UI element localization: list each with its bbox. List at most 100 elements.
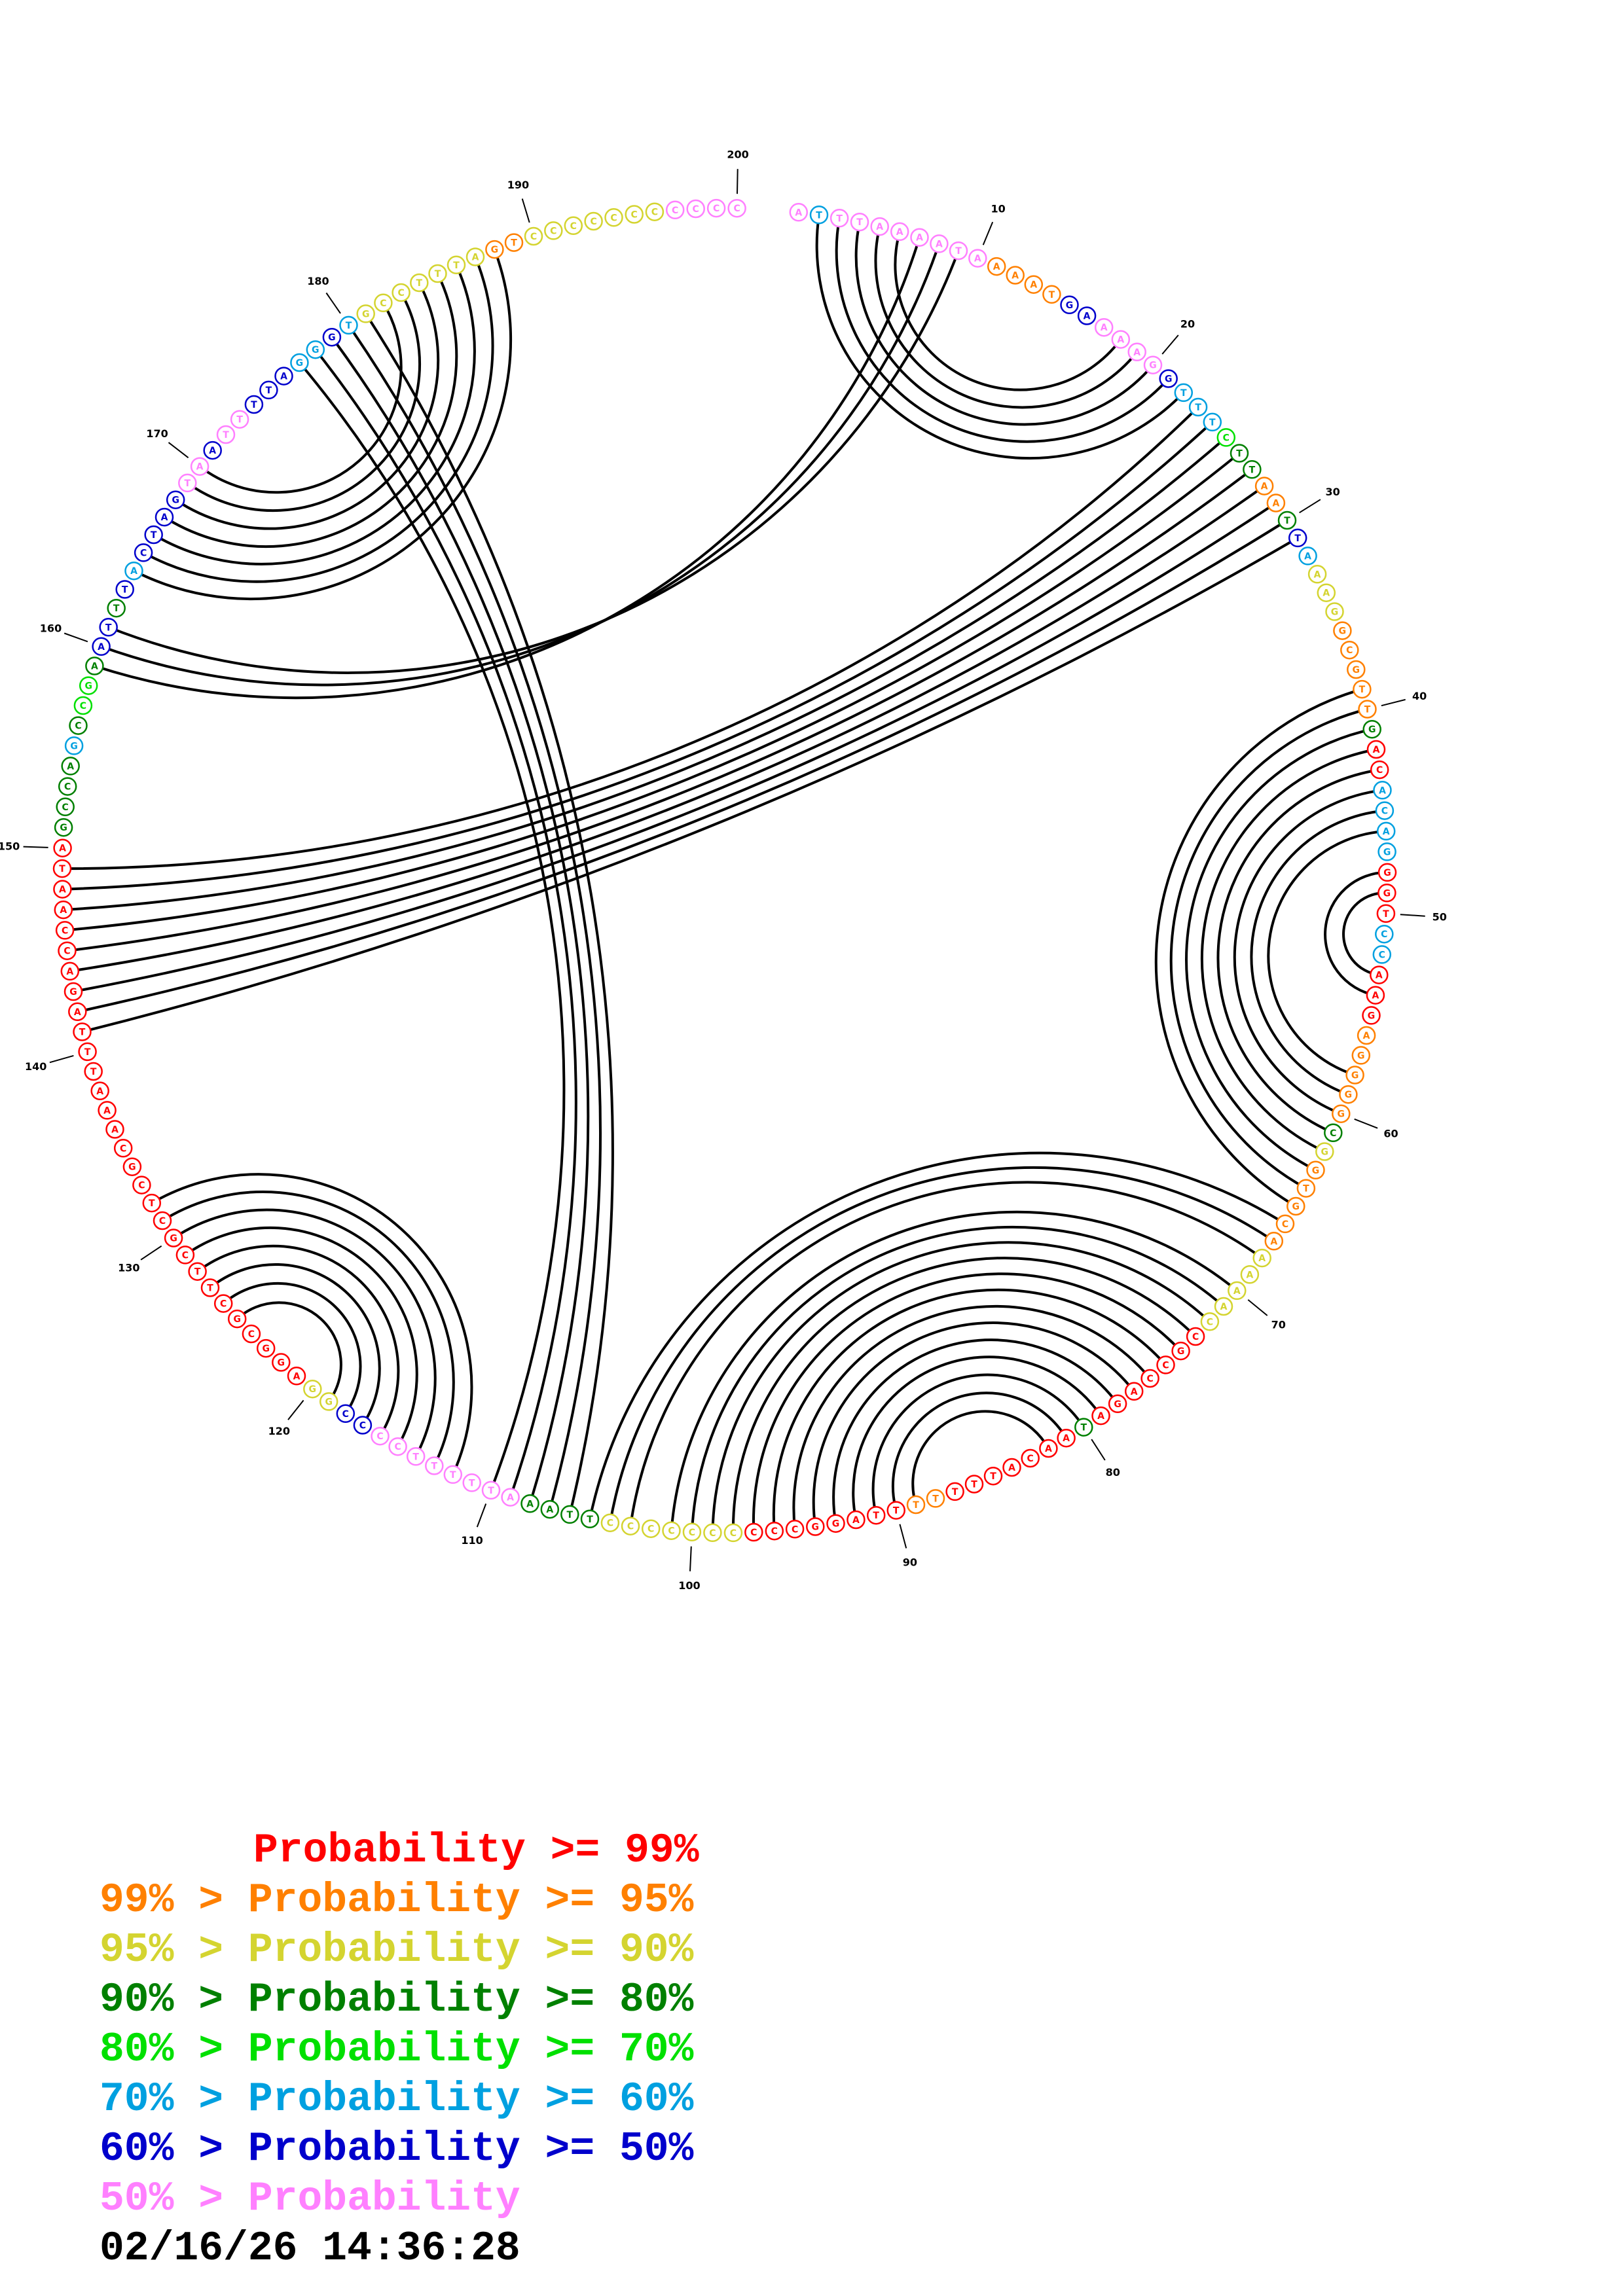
nucleotide: G <box>122 1157 142 1176</box>
nucleotide-circle <box>1006 266 1025 285</box>
nucleotide-letter: C <box>530 232 537 242</box>
nucleotide-circle <box>1296 1179 1316 1198</box>
nucleotide-circle <box>1024 275 1044 294</box>
nucleotide: A <box>1127 342 1146 362</box>
nucleotide: T <box>830 209 849 228</box>
nucleotide-letter: G <box>1292 1202 1300 1212</box>
nucleotide-letter: T <box>932 1494 939 1504</box>
nucleotide-circle <box>175 1246 195 1265</box>
nucleotide-circle <box>73 696 93 715</box>
nucleotide: A <box>1366 740 1386 759</box>
base-pair-arc <box>209 1263 381 1426</box>
legend-row-90: 95% > Probability >= 90% <box>100 1926 699 1975</box>
nucleotide: A <box>1057 1428 1076 1448</box>
nucleotide: A <box>68 1002 87 1022</box>
nucleotide-circle <box>926 1489 945 1508</box>
nucleotide: G <box>64 736 84 755</box>
nucleotide: A <box>85 656 104 675</box>
nucleotide-letter: A <box>96 1086 103 1097</box>
base-pair-arc <box>198 302 403 494</box>
nucleotide: C <box>73 696 93 715</box>
nucleotide-circle <box>1127 342 1146 362</box>
position-label: 140 <box>25 1060 46 1073</box>
nucleotide: C <box>69 716 88 735</box>
nucleotide-circle <box>789 203 809 222</box>
nucleotide: T <box>1074 1418 1093 1437</box>
nucleotide: A <box>53 880 72 899</box>
base-pair-arc <box>67 468 1253 952</box>
nucleotide-circle <box>560 1505 579 1524</box>
nucleotide-circle <box>1373 781 1392 800</box>
nucleotide-letter: G <box>1066 300 1074 311</box>
nucleotide: C <box>727 198 746 218</box>
nucleotide-letter: C <box>713 204 720 214</box>
base-pair-arc <box>143 256 494 583</box>
nucleotide: A <box>1373 781 1392 800</box>
nucleotide: T <box>866 1505 886 1525</box>
nucleotide-circle <box>322 327 342 347</box>
nucleotide-letter: A <box>130 566 137 577</box>
base-pair-arc <box>690 1225 1225 1532</box>
position-tick <box>1161 334 1179 355</box>
nucleotide-circle <box>107 598 126 618</box>
nucleotide-letter: A <box>546 1505 553 1515</box>
nucleotide-letter: C <box>607 1518 613 1529</box>
nucleotide-letter: A <box>66 967 73 977</box>
legend-label: Probability <box>247 1877 520 1924</box>
nucleotide: C <box>388 1437 407 1456</box>
nucleotide: G <box>485 240 504 259</box>
nucleotide: C <box>371 1426 390 1446</box>
position-label: 170 <box>146 427 168 440</box>
nucleotide-circle <box>132 1175 151 1194</box>
nucleotide: C <box>336 1404 356 1424</box>
nucleotide-letter: T <box>435 269 441 279</box>
nucleotide: G <box>306 340 325 359</box>
nucleotide: T <box>178 473 197 493</box>
base-pair-arc <box>1233 789 1383 1115</box>
nucleotide: C <box>524 226 543 246</box>
nucleotide-circle <box>259 380 278 400</box>
nucleotide: T <box>1277 511 1297 530</box>
nucleotide-circle <box>504 233 524 252</box>
nucleotide-letter: A <box>98 642 105 653</box>
nucleotide: A <box>1002 1458 1021 1477</box>
nucleotide: G <box>1060 295 1079 315</box>
nucleotide-circle <box>983 1466 1003 1486</box>
nucleotide: C <box>58 777 77 796</box>
nucleotide: A <box>1228 1281 1247 1300</box>
base-pair-arc <box>854 221 1154 426</box>
nucleotide-circle <box>600 1513 620 1532</box>
nucleotide-letter: A <box>1261 482 1268 492</box>
position-tick <box>140 1245 162 1261</box>
nucleotide: C <box>564 216 583 236</box>
nucleotide-letter: G <box>1339 626 1347 637</box>
base-pair-arc <box>69 484 1266 973</box>
nucleotide-letter: C <box>550 226 556 236</box>
nucleotide-letter: T <box>84 1047 91 1058</box>
nucleotide: A <box>274 367 293 386</box>
nucleotide-letter: G <box>1321 1147 1329 1158</box>
nucleotide-circle <box>968 249 987 268</box>
nucleotide-circle <box>1307 565 1327 584</box>
nucleotide-letter: C <box>1146 1374 1153 1384</box>
nucleotide: T <box>443 1465 463 1484</box>
nucleotide: C <box>703 1523 722 1543</box>
nucleotide-letter: A <box>1373 745 1380 755</box>
nucleotide-letter: G <box>1331 607 1339 618</box>
nucleotide-letter: G <box>832 1519 840 1530</box>
nucleotide-circle <box>462 1473 481 1492</box>
legend-suffix: >= 99% <box>525 1827 699 1874</box>
nucleotide-letter: C <box>668 1526 674 1537</box>
nucleotide: C <box>544 221 563 240</box>
legend-prefix: 50% > <box>100 2176 248 2222</box>
nucleotide-circle <box>1252 1248 1271 1268</box>
nucleotide-circle <box>806 1517 825 1536</box>
legend-label: Probability <box>247 2176 520 2222</box>
nucleotide-circle <box>524 226 543 246</box>
nucleotide: G <box>1362 719 1381 739</box>
nucleotide: T <box>78 1042 97 1062</box>
nucleotide-letter: T <box>1209 418 1216 428</box>
nucleotide-letter: A <box>196 462 204 473</box>
nucleotide-circle <box>319 1392 338 1411</box>
nucleotide-letter: C <box>140 548 147 558</box>
